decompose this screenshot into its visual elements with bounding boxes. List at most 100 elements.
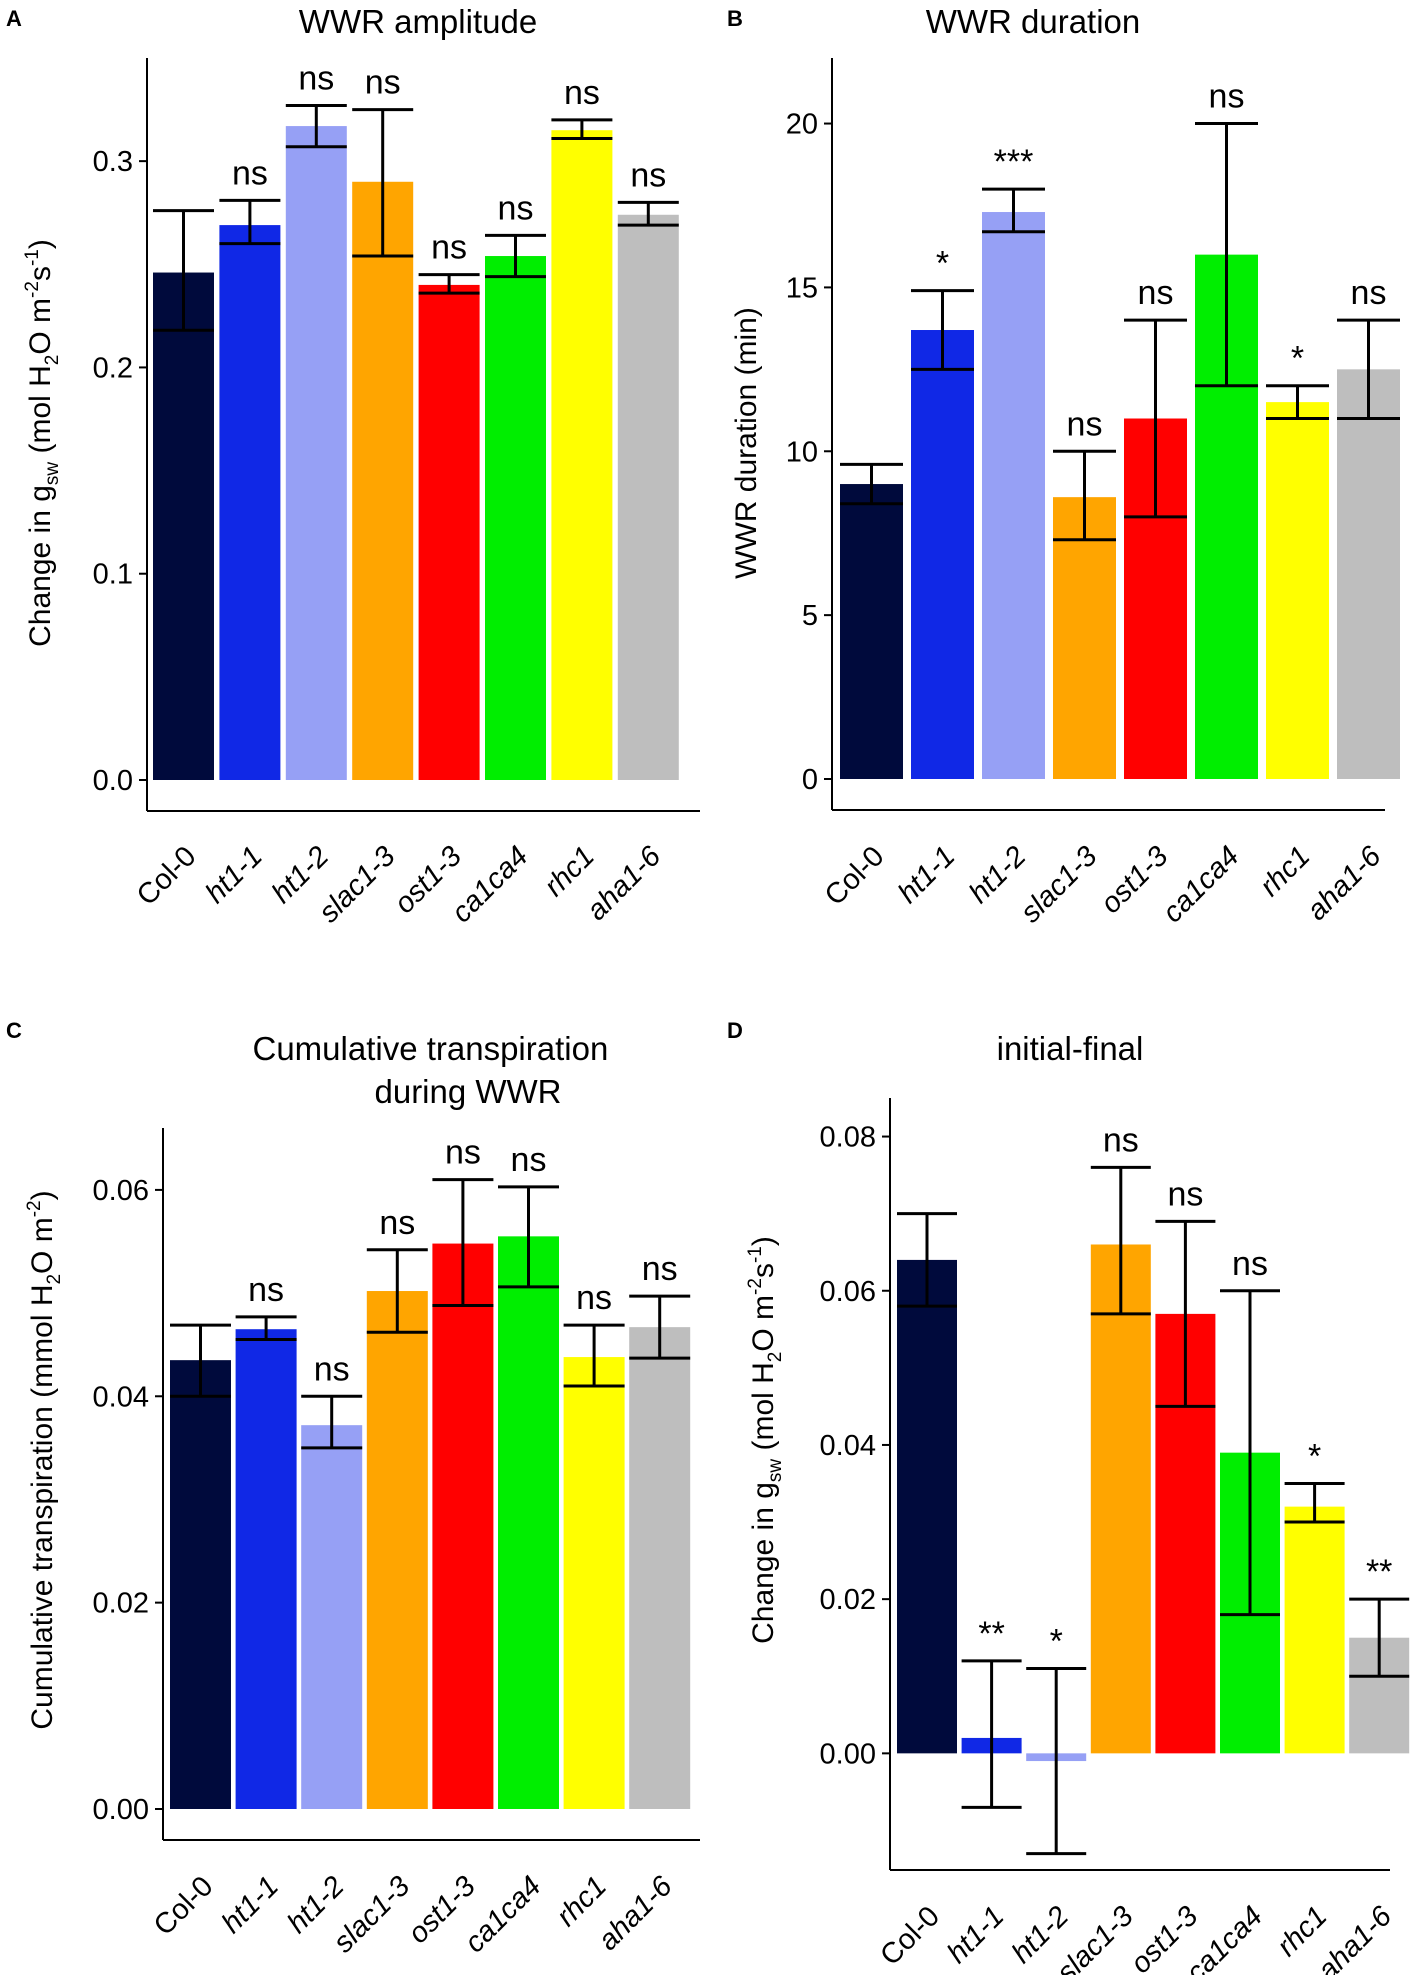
x-tick-label: ca1ca4 xyxy=(446,840,535,929)
x-tick-label: aha1-6 xyxy=(581,840,668,927)
significance-label: * xyxy=(936,245,949,283)
bar-aha1-6 xyxy=(1337,369,1400,779)
significance-label: ns xyxy=(431,229,467,267)
bar-rhc1 xyxy=(551,130,613,780)
y-tick-label: 0.06 xyxy=(820,1276,876,1308)
error-bar-ht1-2 xyxy=(1026,1667,1087,1856)
y-tick-label: 0.1 xyxy=(93,559,133,591)
significance-label: ns xyxy=(365,64,401,102)
y-axis-label: WWR duration (min) xyxy=(730,307,763,579)
x-tick-label: rhc1 xyxy=(1254,840,1317,903)
y-tick-label: 0 xyxy=(802,764,818,796)
bar-Col-0 xyxy=(840,484,903,779)
significance-label: ns xyxy=(314,1350,350,1388)
y-tick-label: 0.3 xyxy=(93,146,133,178)
error-bar-ht1-1 xyxy=(235,1315,297,1342)
bar-ht1-2 xyxy=(982,212,1045,780)
x-tick-label: Col-0 xyxy=(148,1870,220,1942)
x-tick-label: Col-0 xyxy=(131,840,203,912)
error-bar-slac1-3 xyxy=(352,108,414,258)
error-bar-Col-0 xyxy=(153,209,214,332)
x-tick-label: aha1-6 xyxy=(592,1870,679,1957)
significance-label: ns xyxy=(1167,1175,1203,1213)
significance-label: ns xyxy=(1103,1121,1139,1159)
significance-label: ns xyxy=(379,1204,415,1242)
error-bar-aha1-6 xyxy=(1337,318,1400,420)
error-bar-ht1-1 xyxy=(219,198,281,246)
error-bar-ost1-3 xyxy=(432,1178,494,1307)
bar-rhc1 xyxy=(563,1357,625,1809)
bar-ca1ca4 xyxy=(498,1236,559,1809)
panel-letter: B xyxy=(727,6,743,31)
x-tick-label: Col-0 xyxy=(819,840,891,912)
error-bar-ost1-3 xyxy=(1155,1219,1216,1408)
error-bar-ost1-3 xyxy=(1124,318,1187,519)
x-tick-label: slac1-3 xyxy=(313,840,402,929)
y-tick-label: 10 xyxy=(786,436,818,468)
error-bar-ht1-1 xyxy=(961,1659,1022,1809)
bar-ht1-2 xyxy=(301,1425,363,1809)
bar-Col-0 xyxy=(170,1360,231,1809)
y-tick-label: 0.08 xyxy=(820,1122,876,1154)
significance-label: ns xyxy=(1138,274,1174,312)
y-tick-label: 0.02 xyxy=(820,1584,876,1616)
error-bar-rhc1 xyxy=(1284,1482,1345,1524)
error-bar-ca1ca4 xyxy=(1220,1289,1280,1617)
y-axis-label: Cumulative transpiration (mmol H2O m-2) xyxy=(24,1190,65,1729)
bar-slac1-3 xyxy=(1090,1244,1151,1754)
bar-slac1-3 xyxy=(352,181,414,780)
error-bar-ht1-2 xyxy=(285,103,347,149)
error-bar-slac1-3 xyxy=(366,1248,428,1334)
y-tick-label: 0.2 xyxy=(93,352,133,384)
bar-aha1-6 xyxy=(629,1327,691,1809)
x-tick-label: slac1-3 xyxy=(1051,1900,1140,1975)
significance-label: ns xyxy=(232,154,268,192)
significance-label: ns xyxy=(445,1134,481,1172)
y-axis-label: Change in gsw (mol H2O m-2s-1) xyxy=(22,239,63,647)
significance-label: ns xyxy=(576,1279,612,1317)
bar-ost1-3 xyxy=(418,284,480,780)
error-bar-ht1-2 xyxy=(301,1394,363,1450)
panel-d: D initial-final 0.000.020.040.060.08 ** *… xyxy=(727,1018,1410,1975)
x-tick-label: ht1-1 xyxy=(216,1870,285,1939)
significance-label: ns xyxy=(630,156,666,194)
error-bar-rhc1 xyxy=(1266,384,1329,420)
panel-letter: A xyxy=(6,6,22,31)
chart-title: WWR amplitude xyxy=(299,3,537,40)
error-bar-slac1-3 xyxy=(1090,1165,1151,1316)
bar-rhc1 xyxy=(1284,1506,1345,1754)
panel-c: C Cumulative transpiration during WWR 0.… xyxy=(6,1018,700,1959)
error-bar-Col-0 xyxy=(897,1212,957,1308)
bar-aha1-6 xyxy=(617,214,679,780)
x-tick-label: ht1-1 xyxy=(941,1900,1010,1969)
bar-ca1ca4 xyxy=(485,256,546,780)
bar-ht1-1 xyxy=(219,225,281,780)
error-bar-Col-0 xyxy=(840,462,903,506)
bar-Col-0 xyxy=(153,272,214,780)
x-tick-label: Col-0 xyxy=(874,1900,946,1972)
error-bar-ht1-1 xyxy=(911,289,974,371)
significance-label: ns xyxy=(1351,274,1387,312)
significance-label: ** xyxy=(978,1615,1004,1653)
error-bar-rhc1 xyxy=(563,1323,625,1388)
bar-ht1-2 xyxy=(285,126,347,781)
y-tick-label: 0.04 xyxy=(93,1381,149,1413)
significance-label: ns xyxy=(564,74,600,112)
error-bar-ca1ca4 xyxy=(485,233,546,279)
error-bar-aha1-6 xyxy=(1349,1597,1410,1678)
bar-slac1-3 xyxy=(1053,497,1116,779)
significance-label: ns xyxy=(642,1250,678,1288)
error-bar-aha1-6 xyxy=(617,200,679,227)
y-tick-label: 20 xyxy=(786,109,818,141)
significance-label: ns xyxy=(248,1271,284,1309)
significance-label: ns xyxy=(1232,1245,1268,1283)
significance-label: * xyxy=(1308,1438,1321,1476)
y-tick-label: 15 xyxy=(786,272,818,304)
panel-letter: C xyxy=(6,1018,22,1043)
error-bar-ht1-2 xyxy=(982,187,1045,234)
y-tick-label: 0.00 xyxy=(93,1794,149,1826)
x-tick-label: ht1-1 xyxy=(199,840,268,909)
chart-title: Cumulative transpiration during WWR xyxy=(252,1030,617,1110)
y-tick-label: 0.02 xyxy=(93,1588,149,1620)
error-bar-ca1ca4 xyxy=(498,1185,559,1289)
